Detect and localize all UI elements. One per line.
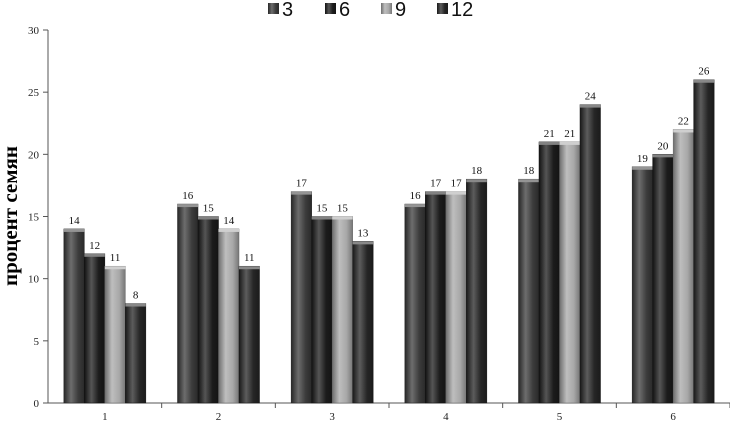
- data-label: 17: [430, 178, 442, 190]
- bar-top-bevel: [632, 166, 653, 170]
- bar-series-12-cat-3: [352, 241, 374, 404]
- x-tick-label: 5: [557, 411, 563, 423]
- bar-top-bevel: [125, 303, 146, 307]
- x-tick-label: 6: [670, 411, 676, 423]
- bar-top-bevel: [559, 141, 580, 145]
- bar-top-bevel: [291, 191, 312, 195]
- bar-top-bevel: [177, 204, 198, 208]
- y-axis-label: процент семян: [0, 146, 22, 286]
- legend-label-9: 9: [395, 0, 406, 21]
- data-label: 8: [133, 290, 139, 302]
- data-label: 21: [544, 128, 555, 140]
- bar-series-3-cat-6: [631, 166, 653, 404]
- legend-swatch-3: [268, 3, 279, 14]
- bar-series-9-cat-4: [445, 191, 467, 404]
- bar-series-3-cat-4: [404, 203, 426, 404]
- bar-series-9-cat-2: [218, 228, 240, 404]
- bar-series-6-cat-2: [197, 216, 219, 404]
- data-label: 21: [564, 128, 575, 140]
- data-label: 14: [69, 215, 81, 227]
- x-tick-label: 4: [443, 411, 449, 423]
- bar-series-9-cat-6: [672, 129, 694, 404]
- bar-top-bevel: [404, 204, 426, 208]
- data-label: 11: [110, 252, 121, 264]
- bar-top-bevel: [198, 216, 219, 220]
- bar-series-3-cat-2: [177, 203, 199, 404]
- bar-top-bevel: [239, 266, 260, 270]
- bar-top-bevel: [580, 104, 601, 108]
- bar-top-bevel: [425, 191, 446, 195]
- data-label: 17: [451, 178, 463, 190]
- legend-label-3: 3: [282, 0, 293, 21]
- bar-top-bevel: [63, 228, 85, 232]
- bar-series-6-cat-6: [652, 154, 674, 404]
- bar-series-9-cat-1: [104, 265, 126, 404]
- data-label: 20: [657, 140, 669, 152]
- data-label: 26: [698, 66, 710, 78]
- x-tick-label: 3: [329, 411, 335, 423]
- bar-series-6-cat-4: [425, 191, 447, 404]
- data-label: 11: [244, 252, 255, 264]
- y-tick-label: 30: [28, 25, 40, 37]
- bar-series-12-cat-4: [466, 178, 488, 404]
- y-tick-label: 20: [28, 149, 40, 161]
- bar-top-bevel: [445, 191, 467, 195]
- data-label: 18: [471, 165, 483, 177]
- legend-label-6: 6: [339, 0, 350, 21]
- bar-top-bevel: [352, 241, 374, 245]
- legend-label-12: 12: [451, 0, 473, 21]
- bar-series-9-cat-3: [331, 216, 353, 404]
- bar-top-bevel: [693, 79, 715, 83]
- y-tick-label: 15: [28, 212, 40, 224]
- data-label: 13: [357, 227, 369, 239]
- bar-top-bevel: [84, 253, 105, 257]
- data-label: 15: [203, 203, 215, 215]
- data-label: 16: [182, 190, 194, 202]
- x-tick-label: 1: [102, 411, 108, 423]
- bar-series-9-cat-5: [559, 141, 581, 404]
- bar-series-12-cat-2: [238, 265, 260, 404]
- bar-top-bevel: [652, 154, 674, 158]
- bar-top-bevel: [673, 129, 694, 133]
- bar-top-bevel: [311, 216, 333, 220]
- data-label: 14: [223, 215, 235, 227]
- data-label: 19: [637, 153, 649, 165]
- bar-top-bevel: [539, 141, 560, 145]
- bar-series-3-cat-1: [63, 228, 85, 404]
- data-label: 16: [410, 190, 422, 202]
- y-tick-label: 25: [28, 87, 40, 99]
- bar-series-6-cat-3: [311, 216, 333, 404]
- bar-series-12-cat-5: [579, 104, 601, 404]
- bar-series-12-cat-6: [693, 79, 715, 404]
- data-label: 12: [89, 240, 100, 252]
- bar-series-6-cat-1: [84, 253, 106, 404]
- y-tick-label: 5: [34, 336, 40, 348]
- data-label: 18: [523, 165, 535, 177]
- bar-series-3-cat-5: [518, 178, 540, 404]
- bar-series-12-cat-1: [125, 303, 147, 404]
- legend-swatch-12: [437, 3, 448, 14]
- bar-top-bevel: [332, 216, 353, 220]
- legend-swatch-9: [381, 3, 392, 14]
- x-tick-label: 2: [216, 411, 222, 423]
- data-label: 24: [585, 91, 597, 103]
- data-label: 22: [678, 115, 689, 127]
- y-tick-label: 10: [28, 274, 40, 286]
- legend-swatch-6: [325, 3, 336, 14]
- data-label: 17: [296, 178, 308, 190]
- bar-series-6-cat-5: [538, 141, 560, 404]
- bar-top-bevel: [218, 228, 239, 232]
- bar-top-bevel: [518, 179, 539, 183]
- bar-top-bevel: [466, 179, 487, 183]
- data-label: 15: [316, 203, 328, 215]
- bar-top-bevel: [104, 266, 126, 270]
- bar-series-3-cat-3: [290, 191, 312, 404]
- data-label: 15: [337, 203, 349, 215]
- y-tick-label: 0: [34, 398, 40, 410]
